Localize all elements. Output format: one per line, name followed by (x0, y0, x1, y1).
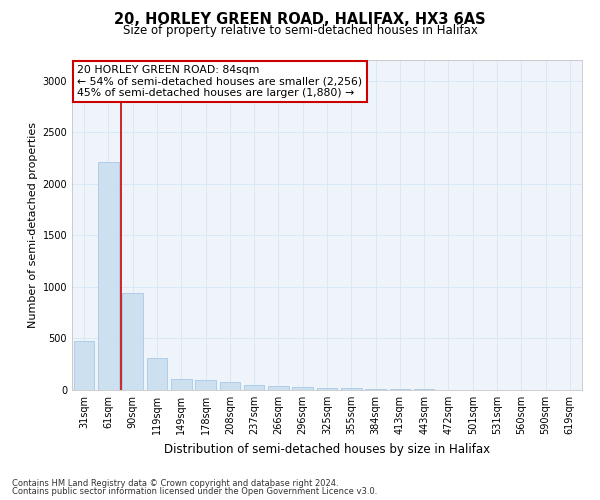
Text: Contains HM Land Registry data © Crown copyright and database right 2024.: Contains HM Land Registry data © Crown c… (12, 478, 338, 488)
Bar (317, 388, 337, 390)
Bar (74, 340, 94, 390)
Bar (146, 358, 167, 390)
Bar (389, 389, 410, 390)
Bar (292, 388, 313, 390)
Bar (195, 380, 216, 390)
Text: 20 HORLEY GREEN ROAD: 84sqm
← 54% of semi-detached houses are smaller (2,256)
45: 20 HORLEY GREEN ROAD: 84sqm ← 54% of sem… (77, 65, 362, 98)
Bar (341, 388, 362, 390)
Bar (98, 162, 119, 390)
Bar (171, 379, 191, 390)
Bar (122, 293, 143, 390)
Bar (268, 386, 289, 390)
X-axis label: Distribution of semi-detached houses by size in Halifax: Distribution of semi-detached houses by … (164, 442, 490, 456)
Bar (244, 385, 265, 390)
Text: Contains public sector information licensed under the Open Government Licence v3: Contains public sector information licen… (12, 487, 377, 496)
Bar (365, 389, 386, 390)
Text: Size of property relative to semi-detached houses in Halifax: Size of property relative to semi-detach… (122, 24, 478, 37)
Y-axis label: Number of semi-detached properties: Number of semi-detached properties (28, 122, 38, 328)
Bar (220, 382, 240, 390)
Text: 20, HORLEY GREEN ROAD, HALIFAX, HX3 6AS: 20, HORLEY GREEN ROAD, HALIFAX, HX3 6AS (114, 12, 486, 28)
